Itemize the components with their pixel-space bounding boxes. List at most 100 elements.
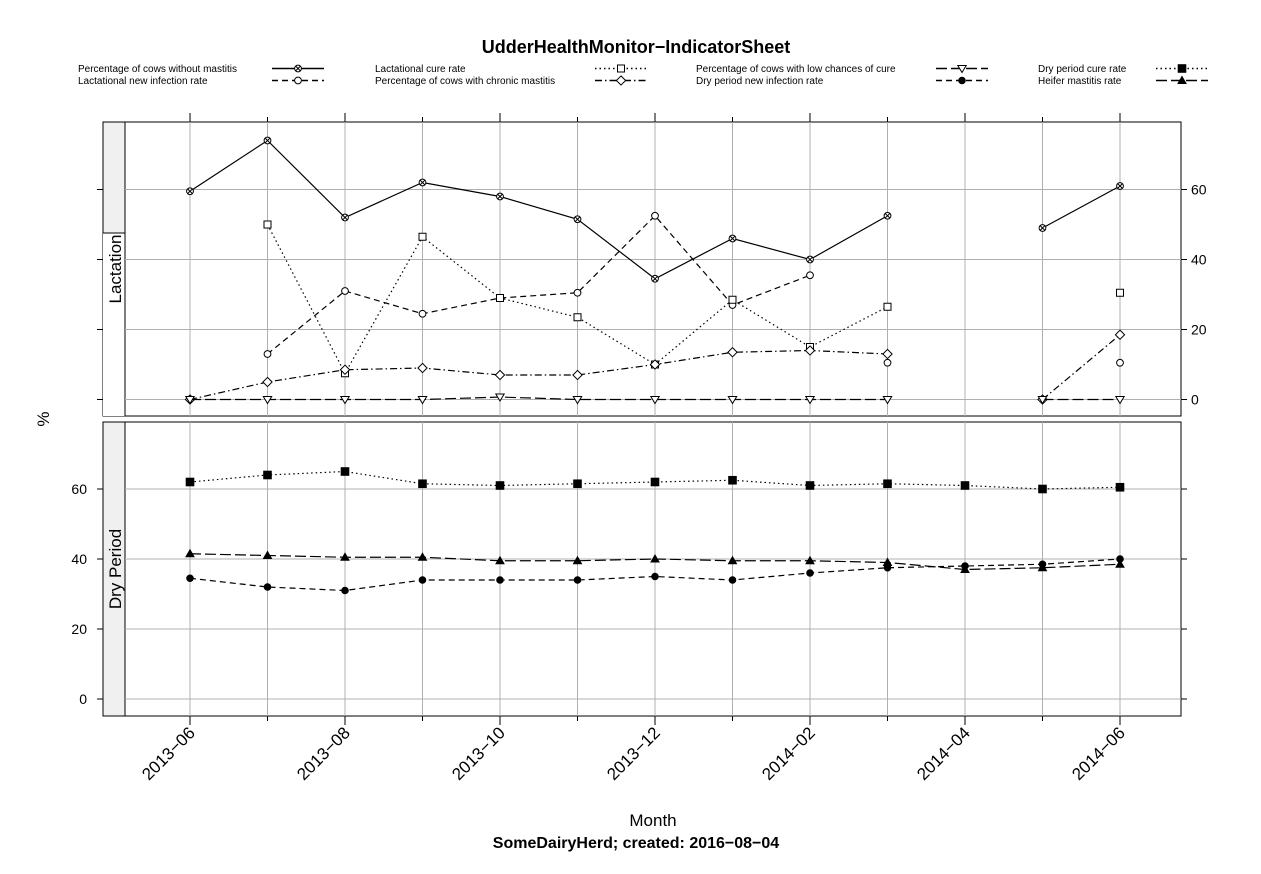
- series-line: [1042, 185, 1121, 229]
- y-tick-label: 40: [1191, 252, 1207, 268]
- data-point: [728, 576, 737, 584]
- legend-label: Heifer mastitis rate: [1038, 76, 1122, 87]
- data-point: [649, 359, 661, 370]
- legend-marker: [617, 64, 625, 73]
- data-point: [494, 393, 506, 403]
- data-point: [339, 364, 351, 376]
- data-point: [727, 555, 738, 565]
- data-point: [262, 550, 273, 559]
- x-tick-label: 2014−06: [1068, 723, 1129, 784]
- series-lactational-new-infection-rate: [263, 211, 814, 358]
- y-tick-label: 60: [1191, 182, 1207, 198]
- data-point: [263, 350, 272, 358]
- x-tick-label: 2013−08: [293, 723, 354, 784]
- data-point: [806, 255, 814, 264]
- data-point: [883, 302, 892, 311]
- data-point: [651, 211, 659, 220]
- grid-dry-period: [125, 422, 1181, 716]
- panel-dry-period-border: [102, 421, 1182, 717]
- data-point: [650, 477, 660, 487]
- data-point: [728, 234, 737, 243]
- strip-dry-period: [102, 421, 126, 717]
- data-point: [418, 479, 427, 489]
- data-point: [572, 369, 583, 381]
- data-point: [1037, 396, 1048, 405]
- data-point: [341, 213, 349, 222]
- legend-marker: [1177, 64, 1187, 73]
- data-point: [649, 396, 661, 405]
- data-point: [1114, 396, 1126, 405]
- data-point: [185, 548, 195, 558]
- legend-marker: [956, 65, 968, 74]
- series-lactation: [184, 136, 1126, 405]
- y-tick-label: 60: [71, 481, 87, 497]
- data-point: [727, 346, 738, 358]
- chart-subtitle: SomeDairyHerd; created: 2016−08−04: [493, 835, 779, 852]
- data-point: [262, 376, 273, 388]
- chart-title: UdderHealthMonitor−IndicatorSheet: [482, 37, 791, 57]
- legend-item-percentage-of-cows-without-mastitis: Percentage of cows without mastitis: [78, 64, 324, 75]
- data-point: [1116, 288, 1124, 297]
- series-line: [190, 396, 888, 401]
- strip-lactation-label: Lactation: [106, 235, 125, 304]
- data-point: [418, 178, 427, 187]
- data-point: [572, 396, 583, 405]
- data-point: [727, 396, 738, 405]
- series-dry-period-new-infection-rate: [186, 555, 1124, 595]
- data-point: [340, 467, 350, 476]
- data-point: [184, 396, 196, 405]
- y-tick-label: 40: [71, 551, 87, 567]
- data-point: [651, 572, 659, 581]
- series-dry-period: [185, 467, 1125, 595]
- data-point: [417, 362, 428, 374]
- data-point: [650, 553, 660, 563]
- data-point: [804, 345, 816, 356]
- series-percentage-of-cows-with-low-chances-of-cure: [184, 393, 1126, 405]
- data-point: [496, 192, 504, 201]
- legend-item-heifer-mastitis-rate: Heifer mastitis rate: [1038, 75, 1208, 87]
- data-point: [573, 576, 582, 584]
- data-point: [1115, 559, 1125, 568]
- data-point: [883, 479, 892, 489]
- data-point: [495, 555, 505, 565]
- data-point: [262, 396, 273, 405]
- series-lactational-cure-rate: [263, 220, 1124, 378]
- data-point: [573, 479, 582, 489]
- grid-lactation: [125, 122, 1181, 416]
- data-point: [263, 583, 272, 591]
- legend: Percentage of cows without mastitisLacta…: [78, 64, 1208, 87]
- x-tick-label: 2013−10: [448, 723, 509, 784]
- data-point: [961, 562, 969, 570]
- panel-dry-period: Dry Period: [102, 421, 1182, 717]
- data-point: [186, 574, 194, 583]
- legend-label: Percentage of cows with chronic mastitis: [375, 76, 555, 87]
- y-tick-label: 20: [71, 621, 87, 637]
- data-point: [496, 576, 504, 584]
- data-point: [263, 470, 272, 480]
- series-dry-period-cure-rate: [185, 467, 1125, 494]
- y-axis-label: %: [34, 411, 53, 426]
- legend-marker: [294, 76, 302, 85]
- legend-item-dry-period-cure-rate: Dry period cure rate: [1038, 64, 1208, 75]
- data-point: [341, 586, 349, 595]
- data-point: [186, 187, 194, 196]
- data-point: [1114, 329, 1126, 341]
- legend-item-dry-period-new-infection-rate: Dry period new infection rate: [696, 76, 988, 87]
- legend-item-percentage-of-cows-with-chronic-mastitis: Percentage of cows with chronic mastitis: [375, 75, 647, 87]
- data-point: [185, 477, 195, 487]
- x-tick-label: 2013−12: [603, 723, 664, 784]
- x-tick-label: 2014−02: [758, 723, 819, 784]
- data-point: [805, 481, 815, 490]
- data-point: [573, 288, 582, 297]
- legend-label: Percentage of cows with low chances of c…: [696, 64, 896, 75]
- legend-item-lactational-new-infection-rate: Lactational new infection rate: [78, 76, 324, 87]
- data-point: [263, 220, 272, 229]
- data-point: [339, 396, 351, 405]
- data-point: [573, 313, 582, 322]
- data-point: [883, 563, 892, 572]
- legend-label: Dry period new infection rate: [696, 76, 824, 87]
- data-point: [1038, 224, 1047, 232]
- data-point: [806, 271, 814, 280]
- data-point: [1038, 560, 1047, 569]
